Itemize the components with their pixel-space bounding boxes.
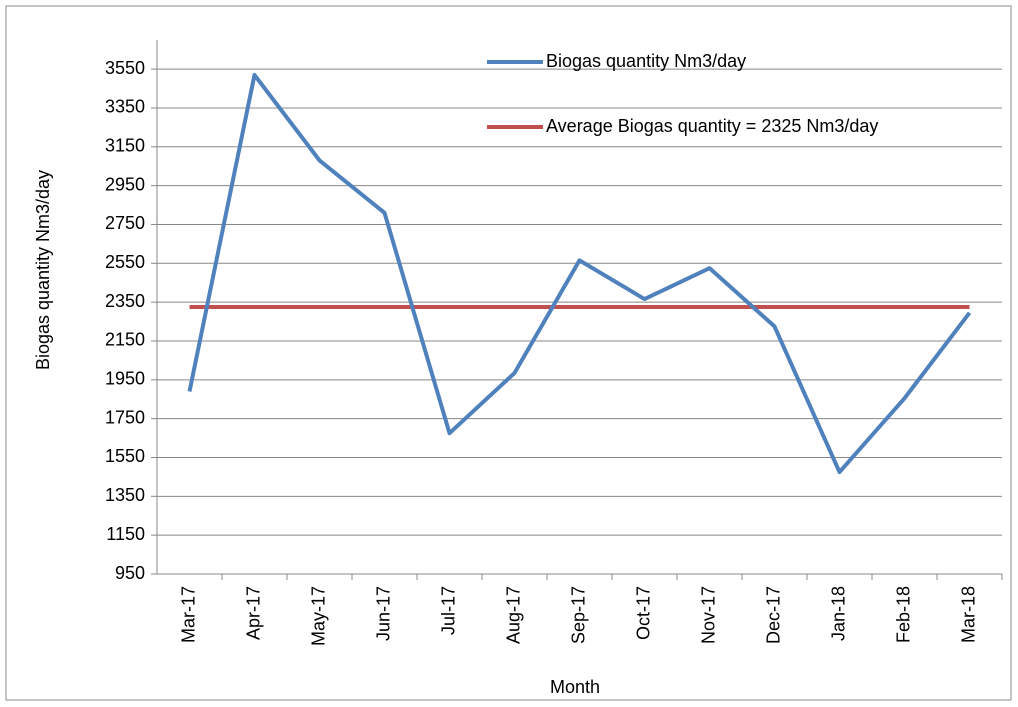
x-tick-label: Feb-18 bbox=[893, 586, 913, 643]
y-tick-label: 2550 bbox=[105, 252, 145, 272]
y-tick-label: 3350 bbox=[105, 97, 145, 117]
x-tick-label: Mar-17 bbox=[178, 586, 198, 643]
chart-frame bbox=[5, 5, 1012, 701]
x-tick-label: Dec-17 bbox=[763, 586, 783, 644]
x-tick-label: Nov-17 bbox=[698, 586, 718, 644]
legend-label: Biogas quantity Nm3/day bbox=[546, 51, 746, 71]
x-tick-label: Jul-17 bbox=[438, 586, 458, 635]
x-tick-label: Sep-17 bbox=[568, 586, 588, 644]
x-tick-label: Aug-17 bbox=[503, 586, 523, 644]
x-tick-label: Jan-18 bbox=[828, 586, 848, 641]
x-tick-label: Jun-17 bbox=[373, 586, 393, 641]
y-tick-label: 2750 bbox=[105, 213, 145, 233]
y-tick-label: 1150 bbox=[106, 524, 145, 544]
y-tick-label: 950 bbox=[115, 563, 145, 583]
y-tick-label: 3550 bbox=[105, 58, 145, 78]
y-axis-label: Biogas quantity Nm3/day bbox=[33, 170, 53, 370]
x-tick-label: Apr-17 bbox=[243, 586, 263, 640]
y-tick-label: 1950 bbox=[105, 369, 145, 389]
y-tick-label: 3150 bbox=[105, 136, 145, 156]
y-tick-label: 1550 bbox=[105, 446, 145, 466]
x-axis-label: Month bbox=[550, 677, 600, 697]
x-tick-label: Oct-17 bbox=[633, 586, 653, 640]
y-tick-label: 2350 bbox=[105, 291, 145, 311]
series-line bbox=[187, 72, 972, 475]
y-tick-label: 1350 bbox=[105, 485, 145, 505]
y-tick-label: 2150 bbox=[105, 330, 145, 350]
y-tick-label: 1750 bbox=[105, 407, 145, 427]
x-tick-label: Mar-18 bbox=[958, 586, 978, 643]
x-tick-label: May-17 bbox=[308, 586, 328, 646]
legend-label: Average Biogas quantity = 2325 Nm3/day bbox=[546, 116, 878, 136]
y-tick-label: 2950 bbox=[105, 174, 145, 194]
